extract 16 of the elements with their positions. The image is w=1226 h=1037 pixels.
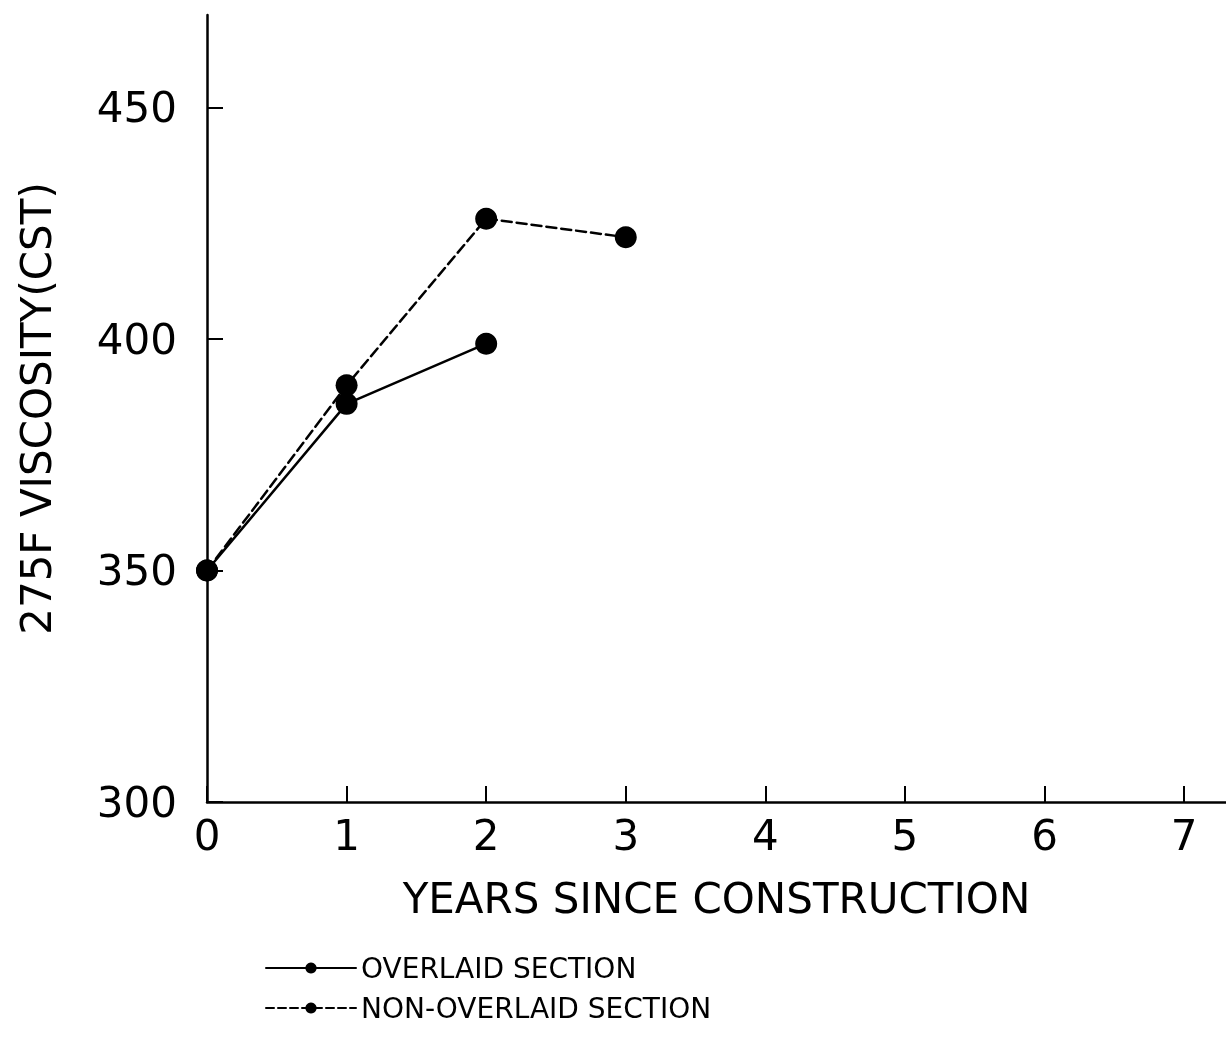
x-axis-title: YEARS SINCE CONSTRUCTION: [401, 873, 1031, 923]
legend-label: OVERLAID SECTION: [361, 951, 637, 985]
legend-label: NON-OVERLAID SECTION: [361, 991, 712, 1025]
y-tick-label: 350: [96, 546, 177, 596]
x-tick-label: 4: [751, 810, 779, 860]
x-tick-label: 6: [1031, 810, 1058, 860]
y-axis-title: 275F VISCOSITY(CST): [11, 182, 61, 635]
y-tick-label: 400: [96, 314, 177, 364]
x-tick-label: 0: [193, 810, 221, 860]
x-tick-label: 7: [1170, 810, 1198, 860]
x-tick-label: 5: [891, 810, 919, 860]
x-tick-label: 1: [333, 810, 360, 860]
x-tick-label: 3: [612, 810, 640, 860]
y-tick-label: 450: [96, 83, 177, 133]
y-tick-label: 300: [96, 777, 177, 827]
x-tick-label: 2: [472, 810, 500, 860]
